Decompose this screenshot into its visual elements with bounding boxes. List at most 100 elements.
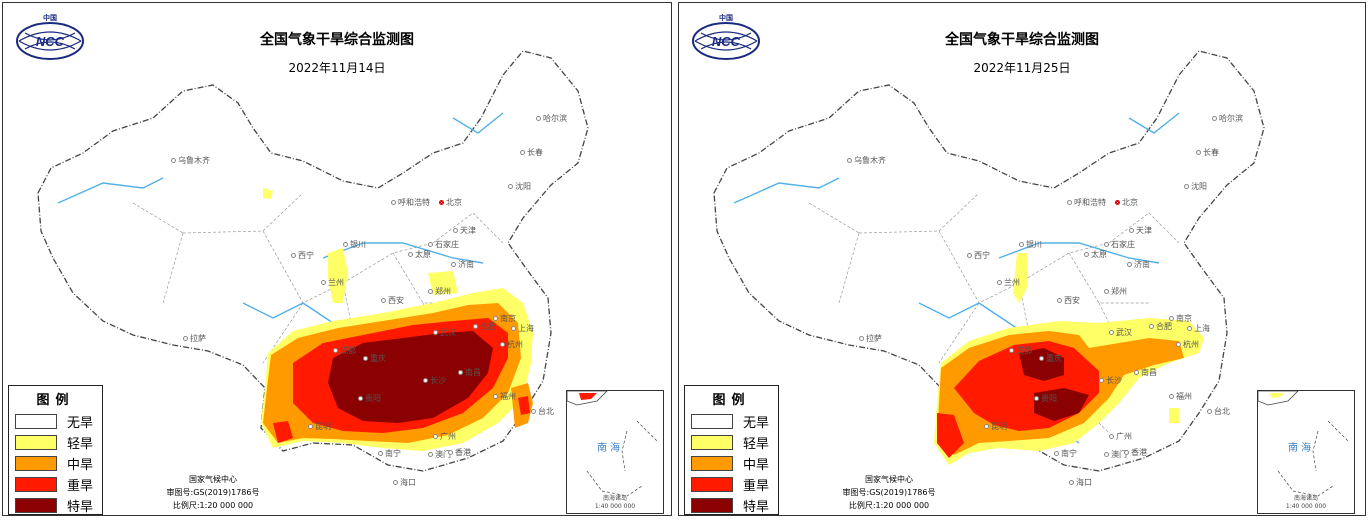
city-nanjing: 南京 [1169, 313, 1192, 324]
city-hefei: 合肥 [1149, 321, 1172, 332]
city-chongqing: 重庆 [1039, 353, 1062, 364]
city-kunming: 昆明 [308, 421, 331, 432]
svg-text:NCC: NCC [36, 34, 65, 49]
legend-item-severe: 重旱 [9, 474, 102, 495]
city-tianjin: 天津 [1129, 225, 1152, 236]
city-changsha: 长沙 [1099, 375, 1122, 386]
map-credits: 国家气候中心 审图号:GS(2019)1786号 比例尺:1:20 000 00… [819, 473, 959, 512]
drought-map-panel-nov25: 中国 NCC 全国气象干旱综合监测图 2022年11月25日 哈尔滨 长春 沈阳… [678, 2, 1366, 516]
city-wuhan: 武汉 [1109, 327, 1132, 338]
logo-caption: 中国 [719, 14, 733, 22]
legend-title: 图例 [712, 393, 751, 408]
city-jinan: 济南 [451, 259, 474, 270]
city-fuzhou: 福州 [493, 391, 516, 402]
city-changchun: 长春 [520, 147, 543, 158]
inset-caption: 南海诸岛 1:40 000 000 [594, 495, 636, 510]
city-hongkong: 香港 [1124, 447, 1147, 458]
city-shijiazhuang: 石家庄 [1104, 239, 1135, 250]
city-xining: 西宁 [291, 250, 314, 261]
city-hangzhou: 杭州 [1176, 339, 1199, 350]
china-drought-map [713, 50, 1265, 472]
city-guiyang: 贵阳 [1034, 393, 1057, 404]
city-nanchang: 南昌 [1134, 367, 1157, 378]
credit-approval: 审图号:GS(2019)1786号 [166, 488, 260, 497]
city-beijing: 北京 [1115, 197, 1138, 208]
map-legend: 图例 无旱 轻旱 中旱 重旱 特旱 [684, 385, 779, 515]
city-harbin: 哈尔滨 [1212, 113, 1243, 124]
legend-item-none: 无旱 [9, 411, 102, 432]
map-date: 2022年11月25日 [973, 61, 1071, 75]
city-shijiazhuang: 石家庄 [428, 239, 459, 250]
city-taipei: 台北 [1207, 406, 1230, 417]
legend-item-none: 无旱 [685, 411, 778, 432]
drought-area-extreme [1019, 348, 1089, 421]
city-hohhot: 呼和浩特 [1067, 197, 1106, 208]
city-shenyang: 沈阳 [1184, 181, 1207, 192]
city-urumqi: 乌鲁木齐 [847, 155, 886, 166]
city-shanghai: 上海 [1187, 323, 1210, 334]
svg-text:NCC: NCC [712, 34, 741, 49]
legend-item-moderate: 中旱 [685, 453, 778, 474]
city-xining: 西宁 [967, 250, 990, 261]
inset-sea-label: 南海 [1288, 443, 1314, 454]
ncc-logo: 中国 NCC [15, 13, 85, 63]
city-chongqing: 重庆 [363, 353, 386, 364]
city-macau: 澳门 [428, 449, 451, 460]
city-fuzhou: 福州 [1169, 391, 1192, 402]
city-lhasa: 拉萨 [183, 333, 206, 344]
south-china-sea-inset: 南海 南海诸岛 1:40 000 000 [566, 390, 664, 514]
logo-caption: 中国 [43, 14, 57, 22]
legend-item-moderate: 中旱 [9, 453, 102, 474]
city-xian: 西安 [381, 295, 404, 306]
city-nanchang: 南昌 [458, 367, 481, 378]
credit-org: 国家气候中心 [865, 475, 913, 484]
city-chengdu: 成都 [1009, 345, 1032, 356]
city-nanning: 南宁 [378, 448, 401, 459]
city-haikou: 海口 [1069, 477, 1092, 488]
inset-sea-label: 南海 [597, 443, 623, 454]
city-changchun: 长春 [1196, 147, 1219, 158]
city-changsha: 长沙 [423, 375, 446, 386]
map-title: 全国气象干旱综合监测图 [260, 32, 414, 48]
city-kunming: 昆明 [984, 421, 1007, 432]
city-yinchuan: 银川 [1019, 239, 1042, 250]
city-zhengzhou: 郑州 [428, 286, 451, 297]
city-xian: 西安 [1057, 295, 1080, 306]
city-haikou: 海口 [393, 477, 416, 488]
china-drought-map [37, 50, 589, 472]
city-tianjin: 天津 [453, 225, 476, 236]
city-lanzhou: 兰州 [997, 277, 1020, 288]
south-china-sea-inset: 南海 南海诸岛 1:40 000 000 [1257, 390, 1355, 514]
city-nanjing: 南京 [493, 313, 516, 324]
city-macau: 澳门 [1104, 449, 1127, 460]
city-shanghai: 上海 [511, 323, 534, 334]
city-taiyuan: 太原 [1084, 249, 1107, 260]
city-lhasa: 拉萨 [859, 333, 882, 344]
city-guiyang: 贵阳 [358, 393, 381, 404]
legend-item-severe: 重旱 [685, 474, 778, 495]
city-lanzhou: 兰州 [321, 277, 344, 288]
legend-item-extreme: 特旱 [9, 495, 102, 515]
city-chengdu: 成都 [333, 345, 356, 356]
map-date: 2022年11月14日 [288, 61, 386, 75]
map-legend: 图例 无旱 轻旱 中旱 重旱 特旱 [8, 385, 103, 515]
legend-item-extreme: 特旱 [685, 495, 778, 515]
credit-scale: 比例尺:1:20 000 000 [848, 501, 930, 510]
city-yinchuan: 银川 [343, 239, 366, 250]
drought-map-panel-nov14: 中国 NCC 全国气象干旱综合监测图 2022年11月14日 哈尔滨 长春 沈阳… [2, 2, 672, 516]
credit-scale: 比例尺:1:20 000 000 [172, 501, 254, 510]
city-wuhan: 武汉 [433, 327, 456, 338]
map-title: 全国气象干旱综合监测图 [945, 32, 1099, 48]
city-guangzhou: 广州 [433, 431, 456, 442]
city-zhengzhou: 郑州 [1104, 286, 1127, 297]
city-hangzhou: 杭州 [500, 339, 523, 350]
city-nanning: 南宁 [1054, 448, 1077, 459]
legend-title: 图例 [36, 393, 75, 408]
city-hohhot: 呼和浩特 [391, 197, 430, 208]
inset-caption: 南海诸岛 1:40 000 000 [1285, 495, 1327, 510]
city-shenyang: 沈阳 [508, 181, 531, 192]
city-beijing: 北京 [439, 197, 462, 208]
credit-org: 国家气候中心 [189, 475, 237, 484]
city-hongkong: 香港 [448, 447, 471, 458]
ncc-logo: 中国 NCC [691, 13, 761, 63]
